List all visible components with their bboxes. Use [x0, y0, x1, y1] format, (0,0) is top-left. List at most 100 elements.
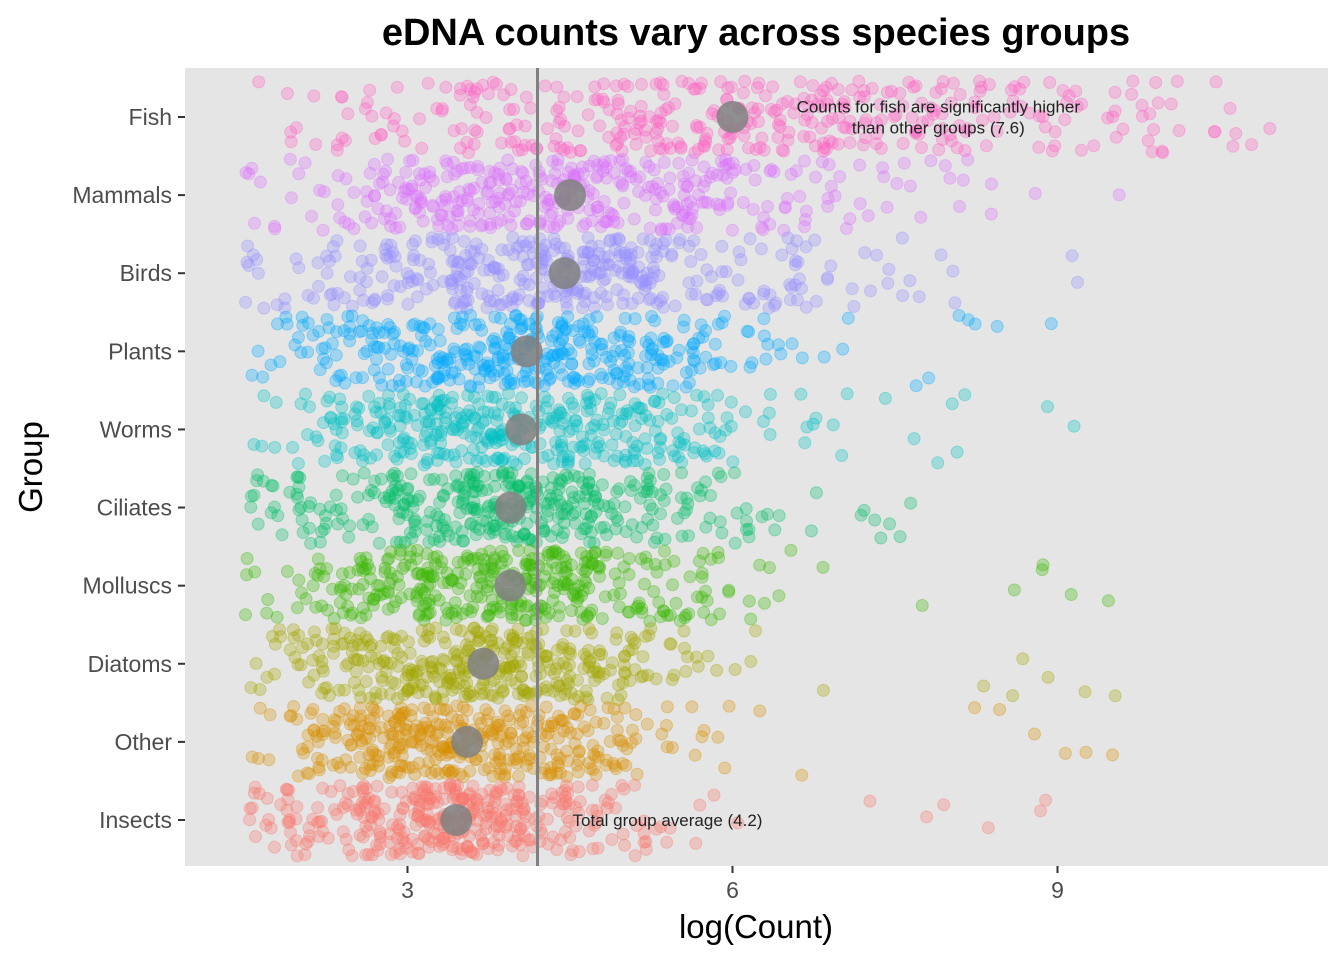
data-point	[789, 97, 802, 111]
data-point	[588, 393, 602, 407]
data-point	[409, 201, 423, 215]
data-point	[617, 196, 631, 210]
data-point	[316, 712, 330, 726]
data-point	[648, 243, 662, 257]
data-point	[645, 310, 659, 323]
data-point	[393, 419, 407, 433]
data-point	[709, 289, 723, 303]
data-point	[656, 353, 670, 367]
data-point	[651, 414, 665, 428]
data-point	[762, 406, 776, 420]
data-point	[402, 183, 415, 196]
data-point	[656, 604, 670, 618]
data-point	[653, 142, 667, 156]
data-point	[561, 453, 575, 467]
data-point	[809, 294, 823, 308]
data-point	[722, 157, 736, 171]
data-point	[476, 416, 490, 430]
data-point	[589, 171, 603, 185]
x-tick-label: 9	[1051, 877, 1064, 903]
data-point	[512, 544, 526, 557]
data-point	[540, 352, 554, 365]
data-point	[902, 75, 916, 89]
data-point	[462, 788, 476, 802]
data-point	[787, 106, 801, 120]
data-point	[312, 324, 326, 338]
data-point	[455, 194, 469, 207]
data-point	[576, 317, 590, 331]
data-point	[390, 469, 404, 483]
data-point	[519, 810, 533, 823]
data-point	[508, 135, 522, 149]
data-point	[518, 528, 531, 542]
data-point	[470, 82, 484, 96]
data-point	[744, 612, 758, 626]
data-point	[877, 170, 891, 184]
data-point	[411, 418, 424, 432]
data-point	[482, 359, 496, 373]
data-point	[350, 414, 364, 428]
data-point	[504, 218, 518, 232]
data-point	[463, 161, 477, 174]
data-point	[407, 253, 420, 267]
data-point	[428, 395, 442, 409]
data-point	[463, 219, 477, 233]
data-point	[652, 114, 666, 127]
data-point	[411, 344, 424, 358]
data-point	[773, 120, 787, 134]
data-point	[649, 77, 663, 91]
data-point	[417, 397, 431, 411]
data-point	[375, 687, 388, 701]
data-point	[656, 244, 670, 258]
data-point	[345, 299, 359, 313]
data-point	[813, 88, 827, 102]
data-point	[820, 93, 834, 107]
data-point	[615, 266, 629, 280]
data-point	[759, 89, 772, 103]
data-point	[312, 830, 326, 843]
data-point	[472, 340, 486, 354]
data-point	[378, 242, 392, 256]
data-point	[561, 211, 575, 225]
data-point	[470, 454, 484, 468]
data-point	[587, 253, 601, 267]
data-point	[585, 261, 599, 275]
data-point	[764, 163, 778, 176]
data-point	[599, 215, 613, 229]
data-point	[367, 703, 381, 717]
data-point	[507, 376, 521, 390]
data-point	[739, 502, 753, 516]
data-point	[324, 785, 338, 798]
data-point	[687, 234, 701, 248]
data-point	[612, 576, 626, 590]
data-point	[423, 170, 437, 184]
data-point	[334, 90, 348, 104]
data-point	[444, 766, 458, 780]
data-point	[694, 248, 708, 261]
data-point	[621, 346, 635, 360]
data-point	[311, 751, 324, 765]
data-point	[485, 390, 499, 404]
data-point	[653, 433, 667, 447]
data-point	[524, 699, 538, 713]
data-point	[897, 156, 911, 170]
data-point	[307, 668, 321, 682]
data-point	[627, 212, 641, 226]
data-point	[614, 688, 628, 702]
data-point	[550, 523, 564, 537]
data-point	[591, 200, 605, 214]
data-point	[505, 529, 519, 543]
data-point	[378, 416, 392, 430]
data-point	[343, 519, 357, 533]
data-point	[457, 426, 471, 440]
data-point	[595, 337, 609, 351]
data-point	[452, 255, 466, 269]
data-point	[484, 364, 498, 378]
data-point	[403, 441, 417, 455]
data-point	[505, 731, 519, 745]
data-point	[615, 344, 628, 357]
data-point	[666, 379, 680, 393]
data-point	[550, 326, 563, 340]
data-point	[719, 152, 733, 166]
data-point	[738, 74, 752, 88]
